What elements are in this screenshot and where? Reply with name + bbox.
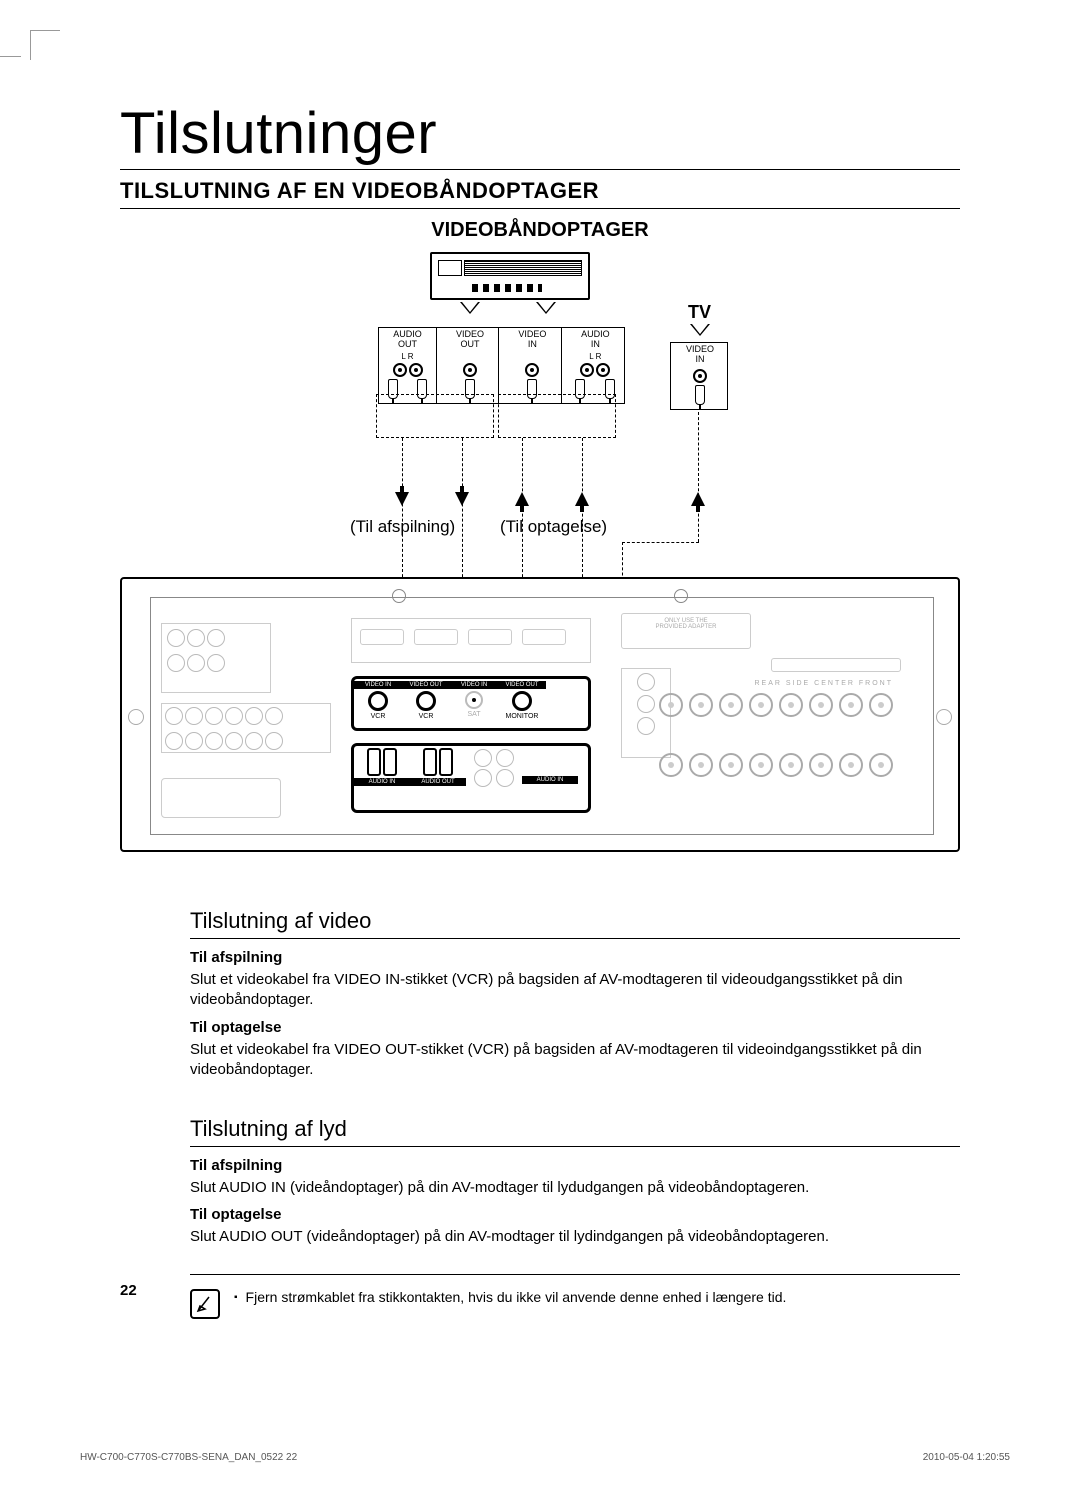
- section-heading: TILSLUTNING AF EN VIDEOBÅNDOPTAGER: [120, 178, 960, 209]
- text-audio-record: Slut AUDIO OUT (videåndoptager) på din A…: [190, 1227, 960, 1247]
- caption-playback: (Til afspilning): [350, 517, 455, 537]
- jack-col-audio-out: AUDIOOUT L R: [379, 328, 437, 403]
- page-title: Tilslutninger: [120, 100, 960, 170]
- text-video-playback: Slut et videokabel fra VIDEO IN-stikket …: [190, 970, 960, 1011]
- label-record: Til optagelse: [190, 1019, 960, 1036]
- page-content: Tilslutninger TILSLUTNING AF EN VIDEOBÅN…: [120, 100, 960, 1319]
- label-sat: SAT: [450, 711, 498, 718]
- jack-label: IN: [591, 339, 600, 349]
- caption-record: (Til optagelse): [500, 517, 607, 537]
- jack-col-video-out: VIDEOOUT: [441, 328, 499, 403]
- dash-group: [376, 394, 494, 438]
- speaker-terminals: [659, 693, 893, 717]
- note-box: Fjern strømkablet fra stikkontakten, hvi…: [190, 1274, 960, 1319]
- vcr-device-icon: [430, 252, 590, 300]
- tv-label: TV: [688, 302, 711, 323]
- label-playback: Til afspilning: [190, 949, 960, 966]
- receiver-audio-group: AUDIO IN AUDIO OUT: [351, 743, 591, 813]
- arrow-down-icon: [455, 492, 469, 510]
- jack-label: OUT: [460, 339, 479, 349]
- label-video-out: VIDEO OUT: [498, 681, 546, 689]
- jack-label: IN: [696, 354, 705, 364]
- speaker-terminals: [659, 753, 893, 777]
- vcr-jack-panel: AUDIOOUT L R VIDEOOUT VIDEOIN AUDIOIN L: [378, 327, 625, 404]
- diagram-heading: VIDEOBÅNDOPTAGER: [120, 219, 960, 242]
- jack-col-audio-in: AUDIOIN L R: [566, 328, 624, 403]
- label-video-in: VIDEO IN: [450, 681, 498, 689]
- jack-label: OUT: [398, 339, 417, 349]
- jack-label: VIDEO: [518, 329, 546, 339]
- jack-label: VIDEO: [456, 329, 484, 339]
- note-icon: [190, 1289, 220, 1319]
- jack-col-video-in: VIDEOIN: [504, 328, 562, 403]
- tv-jack-panel: VIDEOIN: [670, 342, 728, 410]
- jack-label: AUDIO: [393, 329, 422, 339]
- note-text: Fjern strømkablet fra stikkontakten, hvi…: [234, 1289, 786, 1305]
- label-monitor: MONITOR: [498, 713, 546, 720]
- label-video-in: VIDEO IN: [354, 681, 402, 689]
- cable-line: [622, 542, 699, 543]
- lr-label: L R: [566, 352, 624, 361]
- label-record: Til optagelse: [190, 1206, 960, 1223]
- label-playback: Til afspilning: [190, 1157, 960, 1174]
- label-audio-out: AUDIO OUT: [410, 778, 466, 786]
- text-video-record: Slut et videokabel fra VIDEO OUT-stikket…: [190, 1040, 960, 1081]
- section-video: Tilslutning af video Til afspilning Slut…: [190, 908, 960, 1080]
- arrow-up-icon: [575, 492, 589, 510]
- label-video-out: VIDEO OUT: [402, 681, 450, 689]
- cable-line: [698, 412, 699, 542]
- receiver-panel: ONLY USE THEPROVIDED ADAPTER REAR SID: [120, 577, 960, 852]
- jack-label: IN: [528, 339, 537, 349]
- arrow-up-icon: [515, 492, 529, 510]
- label-vcr: VCR: [354, 713, 402, 720]
- jack-label: VIDEO: [686, 344, 714, 354]
- subsection-heading-audio: Tilslutning af lyd: [190, 1116, 960, 1147]
- footer-left: HW-C700-C770S-C770BS-SENA_DAN_0522 22: [80, 1452, 297, 1463]
- receiver-video-group: VIDEO IN VCR VIDEO OUT VCR VIDEO IN: [351, 676, 591, 731]
- footer-right: 2010-05-04 1:20:55: [923, 1452, 1010, 1463]
- label-audio-in: AUDIO IN: [354, 778, 410, 786]
- dash-group: [498, 394, 616, 438]
- section-audio: Tilslutning af lyd Til afspilning Slut A…: [190, 1116, 960, 1248]
- arrow-up-icon: [691, 492, 705, 510]
- text-audio-playback: Slut AUDIO IN (videåndoptager) på din AV…: [190, 1178, 960, 1198]
- label-audio-in: AUDIO IN: [522, 776, 578, 784]
- jack-label: AUDIO: [581, 329, 610, 339]
- subsection-heading-video: Tilslutning af video: [190, 908, 960, 939]
- arrow-down-icon: [395, 492, 409, 510]
- crop-mark: [30, 30, 60, 60]
- page-number: 22: [120, 1282, 137, 1299]
- lr-label: L R: [379, 352, 436, 361]
- label-vcr: VCR: [402, 713, 450, 720]
- connection-diagram: TV AUDIOOUT L R VIDEOOUT VIDEOIN: [120, 252, 960, 872]
